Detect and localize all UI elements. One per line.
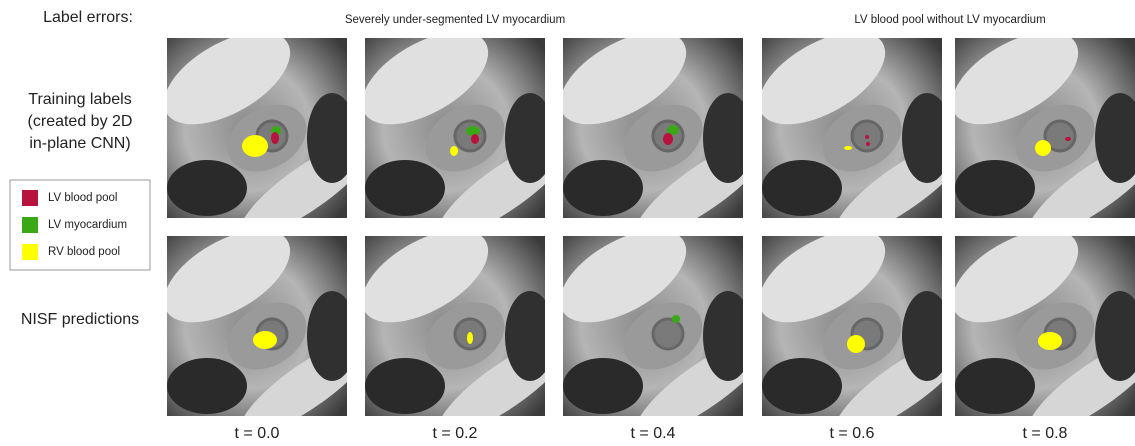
legend-label: RV blood pool — [48, 246, 120, 258]
image-panel — [545, 211, 781, 446]
image-panel — [937, 211, 1135, 446]
image — [545, 211, 781, 446]
image — [149, 211, 385, 446]
image-panel — [937, 13, 1135, 252]
image — [545, 13, 781, 252]
image-panel — [347, 13, 583, 252]
row-label: in-plane CNN) — [29, 135, 130, 152]
image-panel — [149, 211, 385, 446]
group-title: LV blood pool without LV myocardium — [854, 14, 1045, 26]
tissue — [365, 160, 445, 216]
time-label: t = 0.4 — [631, 425, 676, 442]
row-label: (created by 2D — [28, 113, 133, 130]
label-blob — [1038, 332, 1062, 350]
group-title: Severely under-segmented LV myocardium — [345, 14, 565, 26]
image — [937, 13, 1135, 252]
tissue — [365, 358, 445, 414]
row-label: NISF predictions — [21, 311, 139, 328]
label-blob — [847, 335, 865, 353]
legend-label: LV myocardium — [48, 219, 127, 231]
tissue — [307, 291, 357, 381]
tissue — [167, 160, 247, 216]
time-label: t = 0.6 — [830, 425, 875, 442]
image-panel — [545, 13, 781, 252]
label-blob — [663, 133, 673, 145]
image-panel — [744, 211, 980, 446]
label-blob — [672, 315, 680, 323]
label-blob — [271, 132, 279, 144]
tissue — [703, 291, 753, 381]
image — [347, 211, 583, 446]
time-label: t = 0.8 — [1023, 425, 1068, 442]
legend-swatch — [22, 217, 38, 233]
image — [347, 13, 583, 252]
time-label: t = 0.2 — [433, 425, 478, 442]
image — [744, 13, 980, 252]
tissue — [902, 291, 952, 381]
image — [937, 211, 1135, 446]
tissue — [563, 160, 643, 216]
tissue — [902, 93, 952, 183]
tissue — [762, 160, 842, 216]
header-label: Label errors: — [43, 9, 133, 26]
row-label: Training labels — [28, 91, 131, 108]
tissue — [955, 160, 1035, 216]
label-blob — [450, 146, 458, 156]
label-blob — [466, 126, 480, 136]
label-blob — [866, 142, 870, 146]
time-label: t = 0.0 — [235, 425, 280, 442]
tissue — [703, 93, 753, 183]
label-blob — [467, 332, 473, 344]
tissue — [762, 358, 842, 414]
figure: Label errors: Severely under-segmented L… — [0, 0, 1135, 446]
label-blob — [471, 134, 479, 144]
tissue — [167, 358, 247, 414]
image-panel — [149, 13, 385, 252]
tissue — [505, 291, 555, 381]
legend-label: LV blood pool — [48, 192, 117, 204]
label-blob — [1035, 140, 1051, 156]
label-blob — [865, 135, 869, 139]
label-blob — [844, 146, 852, 150]
ventricle — [455, 121, 485, 151]
label-blob — [242, 135, 268, 157]
ventricle — [653, 319, 683, 349]
tissue — [563, 358, 643, 414]
legend-swatch — [22, 190, 38, 206]
image — [149, 13, 385, 252]
image-panel — [347, 211, 583, 446]
legend-swatch — [22, 244, 38, 260]
label-blob — [1065, 137, 1071, 141]
image-panel — [744, 13, 980, 252]
tissue — [505, 93, 555, 183]
tissue — [955, 358, 1035, 414]
label-blob — [253, 331, 277, 349]
tissue — [307, 93, 357, 183]
image — [744, 211, 980, 446]
